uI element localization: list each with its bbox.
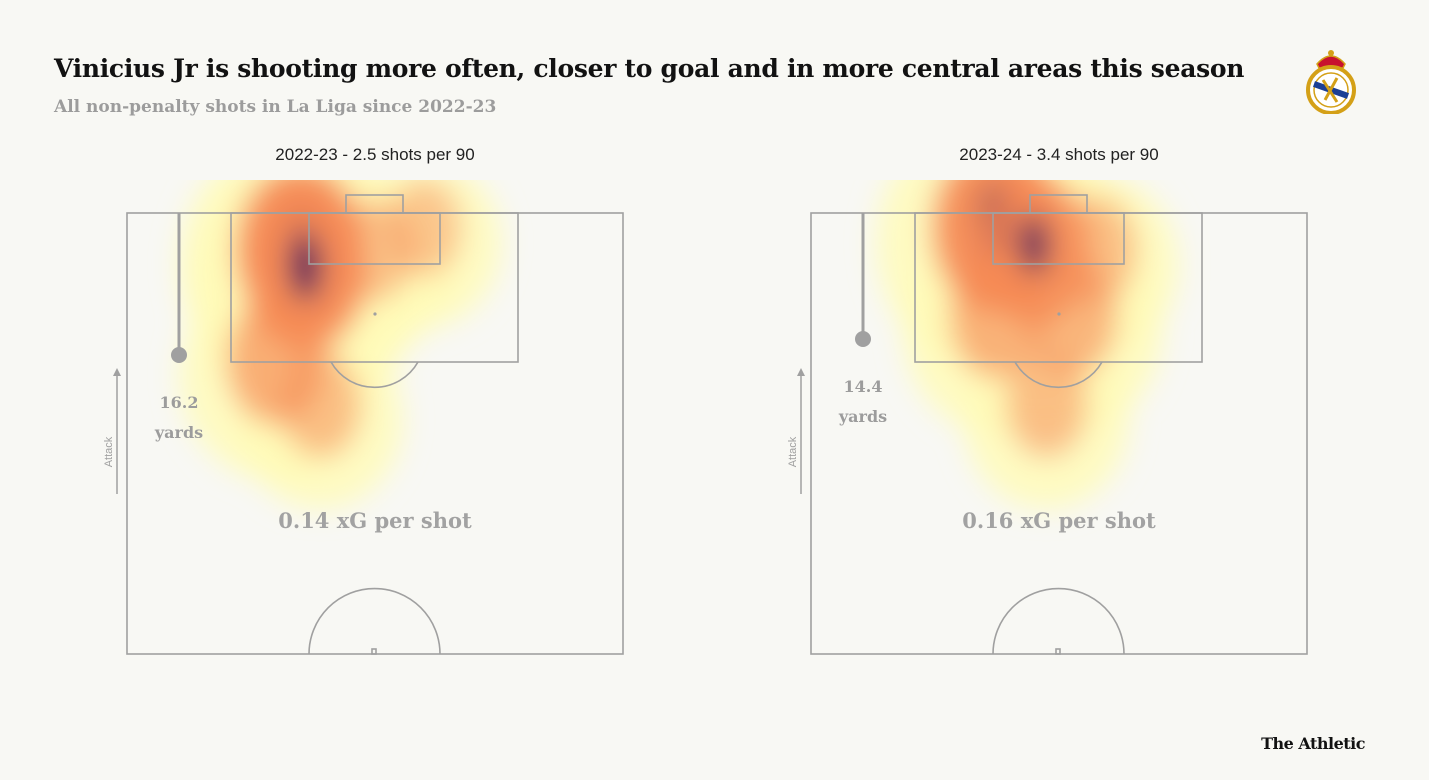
center-spot [1055, 648, 1061, 655]
avg-distance-unit: yards [838, 407, 888, 426]
attack-direction-arrow-2023-24: Attack [788, 368, 805, 494]
goal [345, 194, 404, 214]
center-circle [992, 587, 1125, 655]
avg-distance-value: 14.4 [843, 377, 883, 396]
center-circle [308, 587, 441, 655]
heatmap-blobs [179, 180, 502, 510]
panel-title-2023-24: 2023-24 - 3.4 shots per 90 [959, 145, 1159, 164]
the-athletic-logo: The Athletic [1261, 734, 1365, 753]
attack-label: Attack [788, 436, 799, 467]
heat-hotspot [279, 350, 361, 458]
pitch-lines [126, 194, 624, 655]
center-spot [371, 648, 377, 655]
shot-heatmap-2022-23 [126, 180, 624, 655]
penalty-arc [330, 361, 419, 389]
penalty-arc [1014, 361, 1103, 389]
penalty-spot [1057, 312, 1061, 316]
goal [1029, 194, 1088, 214]
heat-hotspot [949, 253, 1045, 379]
chart-title: Vinicius Jr is shooting more often, clos… [54, 54, 1245, 83]
distance-indicator [171, 213, 187, 363]
pitch-lines [810, 194, 1308, 655]
avg-distance-label-2023-24: 14.4 yards [823, 372, 903, 432]
heat-hotspot [387, 180, 462, 277]
heat-hotspot [1006, 350, 1088, 458]
panel-title-2022-23: 2022-23 - 2.5 shots per 90 [275, 145, 475, 164]
distance-indicator [855, 213, 871, 347]
chart-subtitle: All non-penalty shots in La Liga since 2… [54, 97, 497, 117]
attack-label: Attack [104, 436, 115, 467]
real-madrid-crest-icon [1306, 50, 1356, 114]
heat-core [1019, 214, 1049, 276]
heat-core [289, 232, 322, 302]
heat-hotspot [1055, 196, 1137, 304]
avg-distance-value: 16.2 [159, 393, 199, 412]
penalty-spot [373, 312, 377, 316]
xg-per-shot-2022-23: 0.14 xG per shot [278, 508, 472, 533]
xg-per-shot-2023-24: 0.16 xG per shot [962, 508, 1156, 533]
heatmap-blobs [876, 180, 1179, 510]
shot-heatmap-2023-24 [810, 180, 1308, 655]
attack-direction-arrow-2022-23: Attack [104, 368, 121, 494]
avg-distance-label-2022-23: 16.2 yards [139, 388, 219, 448]
avg-distance-unit: yards [154, 423, 204, 442]
